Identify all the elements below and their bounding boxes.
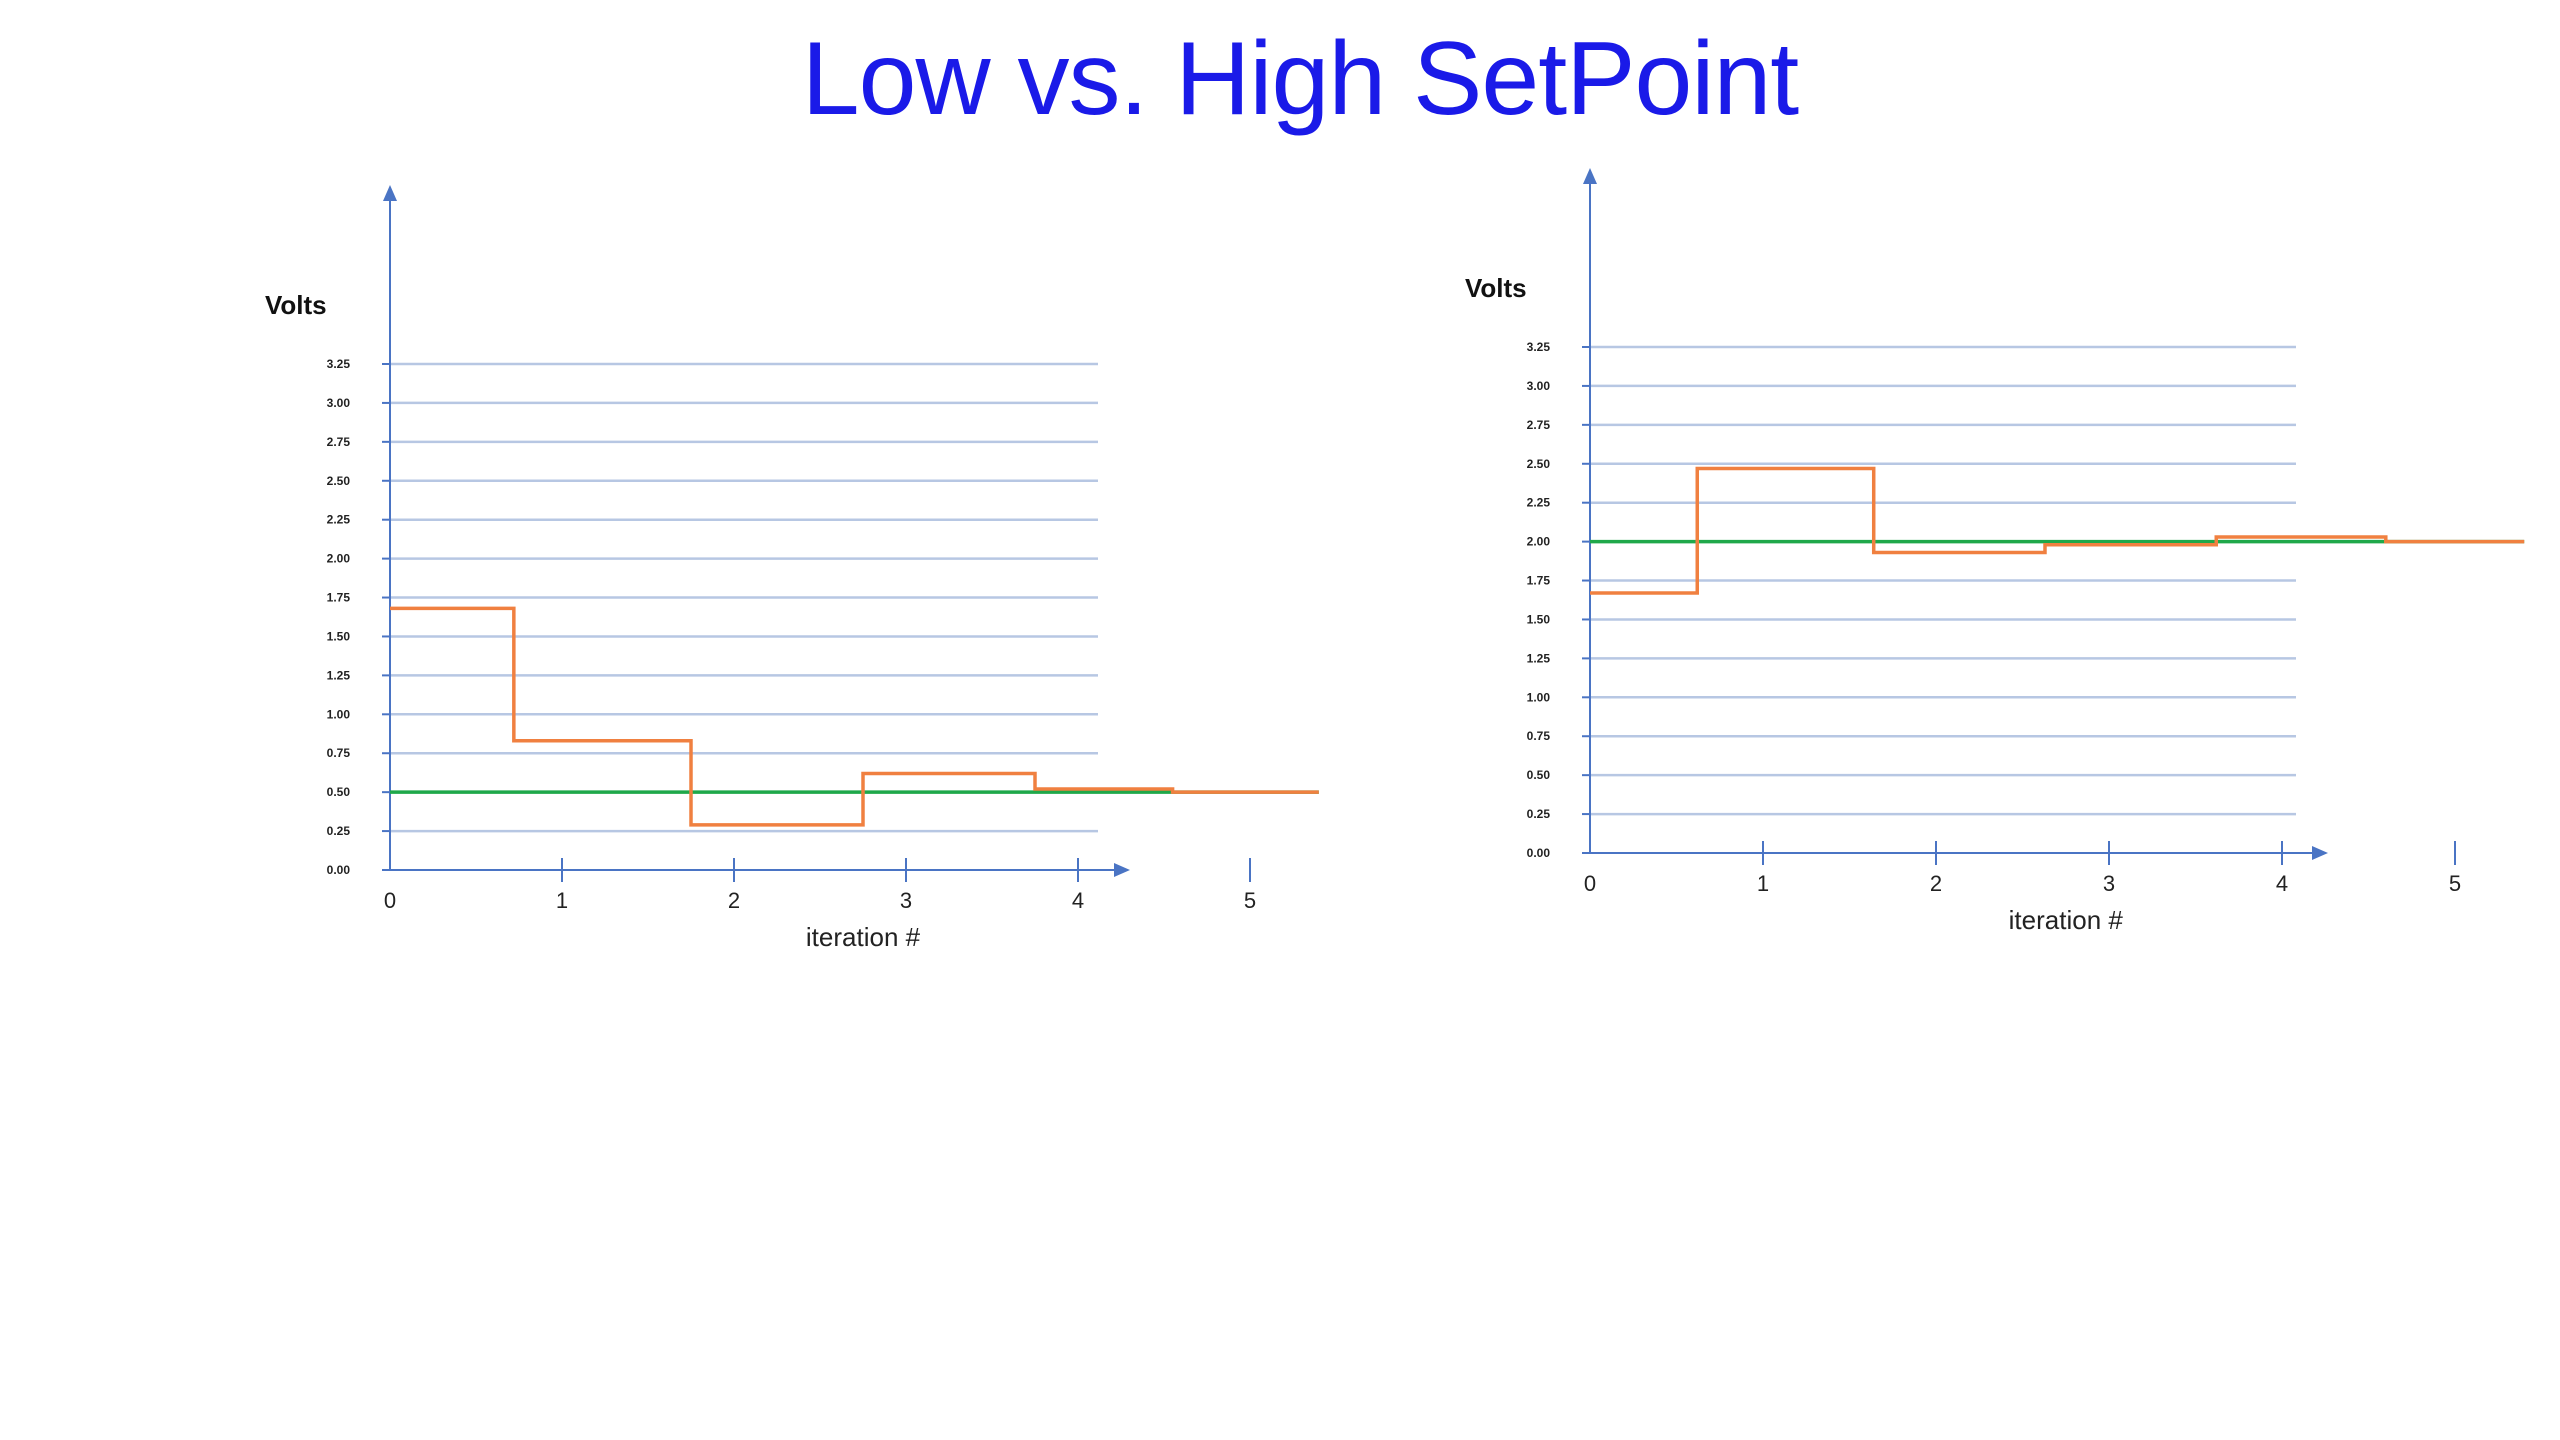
x-tick-label: 4	[1072, 888, 1084, 913]
y-tick-label: 2.75	[327, 435, 351, 449]
x-tick-label: 2	[1930, 871, 1942, 896]
y-tick-label: 0.00	[1527, 846, 1551, 860]
y-tick-label: 2.75	[1527, 418, 1551, 432]
x-tick-label: 1	[556, 888, 568, 913]
y-tick-label: 2.25	[327, 513, 351, 527]
y-tick-label: 3.00	[1527, 379, 1551, 393]
x-tick-label: 4	[2276, 871, 2288, 896]
y-tick-label: 2.00	[1527, 535, 1551, 549]
x-axis-arrow	[2312, 846, 2328, 860]
y-tick-label: 0.75	[1527, 729, 1551, 743]
x-tick-label: 3	[900, 888, 912, 913]
response-line	[390, 606, 1319, 827]
y-tick-label: 0.75	[327, 746, 351, 760]
y-tick-label: 0.50	[1527, 768, 1551, 782]
x-axis-arrow	[1114, 863, 1130, 877]
y-tick-label: 1.25	[1527, 651, 1551, 665]
y-tick-label: 1.50	[1527, 612, 1551, 626]
y-axis-arrow	[383, 185, 397, 201]
y-axis-label: Volts	[1465, 273, 1527, 303]
y-tick-label: 3.00	[327, 396, 351, 410]
y-tick-label: 1.50	[327, 629, 351, 643]
y-tick-label: 0.50	[327, 785, 351, 799]
y-tick-label: 1.00	[1527, 690, 1551, 704]
x-tick-label: 2	[728, 888, 740, 913]
y-tick-label: 3.25	[327, 357, 351, 371]
y-tick-label: 1.25	[327, 668, 351, 682]
y-axis-label: Volts	[265, 290, 327, 320]
x-axis-label: iteration #	[806, 922, 921, 952]
y-tick-label: 0.25	[1527, 807, 1551, 821]
y-tick-label: 1.75	[1527, 574, 1551, 588]
y-tick-label: 2.00	[327, 552, 351, 566]
response-line	[1590, 466, 2525, 595]
x-tick-label: 3	[2103, 871, 2115, 896]
y-tick-label: 2.25	[1527, 496, 1551, 510]
y-tick-label: 0.25	[327, 824, 351, 838]
y-tick-label: 2.50	[327, 474, 351, 488]
slide-title: Low vs. High SetPoint	[801, 21, 1799, 137]
x-tick-label: 0	[384, 888, 396, 913]
x-tick-label: 5	[1244, 888, 1256, 913]
y-tick-label: 1.00	[327, 707, 351, 721]
x-tick-label: 5	[2449, 871, 2461, 896]
x-tick-label: 1	[1757, 871, 1769, 896]
y-tick-label: 2.50	[1527, 457, 1551, 471]
y-tick-label: 3.25	[1527, 340, 1551, 354]
y-axis-arrow	[1583, 168, 1597, 184]
x-tick-label: 0	[1584, 871, 1596, 896]
y-tick-label: 0.00	[327, 863, 351, 877]
x-axis-label: iteration #	[2009, 905, 2124, 935]
y-tick-label: 1.75	[327, 591, 351, 605]
